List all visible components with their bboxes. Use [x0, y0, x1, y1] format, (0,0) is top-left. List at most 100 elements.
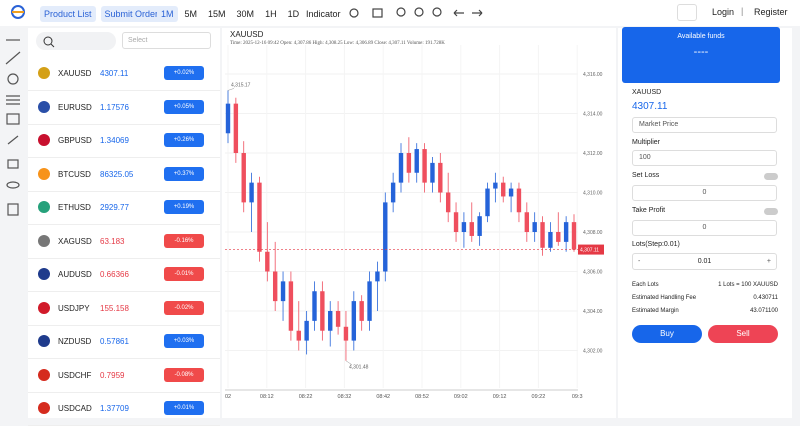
change-badge[interactable]: -0.08%	[164, 367, 204, 382]
set-loss-toggle[interactable]	[764, 173, 778, 180]
candle-body	[493, 182, 498, 189]
symbol-price: 1.37709	[100, 404, 129, 413]
symbol-icon	[38, 234, 50, 247]
symbol-name: USDJPY	[58, 303, 90, 313]
funds-title: Available funds	[677, 33, 725, 40]
price-type-select[interactable]: Market Price	[632, 117, 777, 133]
symbol-price: 86325.05	[100, 169, 134, 179]
candle-body	[296, 330, 301, 341]
x-tick-label: 08:32	[338, 394, 352, 400]
y-tick-label: 4,308.00	[583, 230, 603, 236]
candle-body	[375, 271, 380, 282]
change-badge[interactable]: +0.37%	[164, 166, 204, 181]
candle-body	[233, 103, 239, 154]
row-divider	[28, 324, 220, 326]
row-divider	[28, 358, 220, 359]
symbol-price: 0.57861	[100, 337, 129, 346]
candle-body	[265, 251, 270, 272]
symbol-name: EURUSD	[58, 102, 92, 112]
candle-body	[548, 232, 553, 248]
x-tick-label: 08:52	[415, 394, 429, 400]
search-input[interactable]	[36, 32, 116, 50]
candle-body	[225, 103, 231, 134]
symbol-name: XAGUSD	[58, 236, 92, 246]
candle-body	[524, 212, 530, 233]
interval-group: 1M 5M 15M 30M 1H 1D	[157, 6, 303, 22]
change-badge[interactable]: -0.01%	[164, 267, 204, 281]
symbol-icon	[38, 268, 50, 280]
candle-body	[438, 162, 443, 193]
symbol-price: 155.158	[100, 303, 129, 313]
lots-value[interactable]: 0.01	[697, 258, 712, 265]
x-tick-label: 08:22	[299, 394, 313, 400]
row-divider	[28, 157, 220, 158]
change-badge[interactable]: -0.16%	[164, 233, 204, 248]
info-label: Estimated Margin	[632, 308, 679, 314]
plus-button[interactable]: +	[766, 258, 771, 265]
interval[interactable]: 30M	[236, 9, 255, 19]
row-divider	[28, 391, 220, 393]
symbol-icon	[38, 368, 50, 381]
register-link[interactable]: Register	[754, 7, 788, 17]
row-divider	[28, 190, 220, 192]
interval[interactable]: 15M	[208, 9, 226, 19]
candle-body	[563, 222, 569, 242]
candle-body	[422, 149, 427, 183]
set-loss-input[interactable]: 0	[632, 185, 777, 201]
candle-body	[516, 188, 522, 213]
select[interactable]: Select	[122, 32, 211, 49]
symbol-name: ETHUSD	[58, 203, 91, 212]
take-profit-toggle[interactable]	[764, 208, 778, 215]
change-badge[interactable]: +0.01%	[164, 401, 204, 415]
lots-label: Lots(Step:0.01)	[632, 241, 680, 248]
interval[interactable]: 1D	[287, 9, 300, 19]
change-badge[interactable]: -0.02%	[164, 300, 204, 315]
buy-button[interactable]: Buy	[632, 325, 702, 343]
candle-body	[406, 153, 412, 173]
symbol-icon	[38, 335, 50, 347]
candle-body	[485, 188, 490, 217]
tab[interactable]: Submit Order	[100, 6, 163, 22]
symbol-icon	[38, 402, 50, 414]
minus-button[interactable]: -	[638, 258, 641, 265]
change-badge[interactable]: +0.19%	[164, 200, 204, 214]
toolbar-icons	[349, 7, 483, 18]
funds-value: ----	[693, 46, 709, 58]
tab-group: Product List Submit Order	[40, 6, 163, 22]
symbol-icon	[38, 100, 50, 113]
change-badge[interactable]: +0.05%	[164, 99, 204, 114]
candle-body	[359, 301, 364, 321]
change-badge[interactable]: +0.26%	[164, 133, 204, 147]
tab[interactable]: Product List	[40, 6, 96, 22]
symbol-icon	[38, 301, 50, 314]
change-badge[interactable]: +0.03%	[164, 334, 204, 348]
interval[interactable]: 1M	[157, 6, 178, 22]
set-loss-label: Set Loss	[632, 172, 660, 179]
candle-body	[453, 212, 459, 233]
symbol-icon	[38, 167, 50, 180]
symbol-name: AUDUSD	[58, 270, 92, 279]
separator: |	[741, 6, 744, 16]
take-profit-input[interactable]: 0	[632, 220, 777, 236]
login-link[interactable]: Login	[712, 7, 735, 17]
info-value: 1 Lots = 100 XAUUSD	[718, 282, 778, 288]
multiplier-select[interactable]: 100	[632, 150, 777, 166]
candle-body	[320, 291, 325, 331]
indicator-button[interactable]: Indicator	[306, 9, 341, 19]
info-value: 0.430711	[753, 295, 778, 301]
symbol-name: XAUUSD	[58, 69, 92, 78]
candle-body	[556, 232, 561, 242]
interval[interactable]: 5M	[184, 9, 198, 19]
change-badge[interactable]: +0.02%	[164, 66, 204, 80]
candle-body	[532, 222, 537, 233]
extreme-marker	[345, 360, 353, 365]
candle-body	[445, 192, 451, 213]
info-label: Estimated Handling Fee	[632, 295, 697, 301]
x-tick-label: 09:12	[493, 394, 507, 400]
dropdown[interactable]	[677, 4, 697, 21]
row-divider	[28, 224, 220, 225]
sell-button[interactable]: Sell	[708, 325, 778, 343]
candle-body	[477, 216, 482, 236]
interval[interactable]: 1H	[265, 9, 277, 19]
